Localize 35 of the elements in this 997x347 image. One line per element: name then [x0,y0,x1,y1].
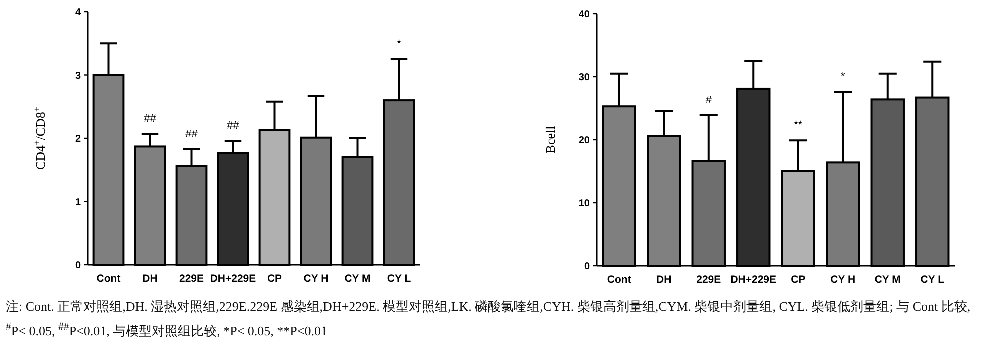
y-tick-label: 1 [75,197,82,208]
x-tick-label: CY H [830,274,856,286]
y-axis-title: Bcell [543,126,558,154]
y-tick-label: 20 [578,136,590,146]
x-tick-label: Cont [607,274,632,286]
x-tick-label: DH+229E [730,274,777,286]
y-tick-label: 0 [584,262,590,272]
y-tick-label: 40 [578,10,590,20]
x-tick-label: 229E [696,274,722,286]
text: 注: Cont. 正常对照组,DH. 湿热对照组,229E.229E 感染组,DH+229E. 模型对照组,LK. 磷酸氯喹组,CYH. 柴银高剂量组,CYM. 柴银中剂量组, CYL. 柴银低剂量组; 与 Cont 比较, $^{#}$P< 0.05, $^{##}$P<0.01, 与模型对照组比较, *P< 0.05, **P<0.01 [6,298,972,340]
x-tick-label: 229E [179,273,204,285]
annotation: ## [186,128,199,140]
y-tick-label: 3 [75,70,82,82]
annotation: ## [144,113,158,126]
x-tick-label: CP [267,273,282,285]
y-tick-label: 30 [578,72,590,84]
y-tick-label: 4 [75,8,82,18]
x-tick-label: CY L [920,274,946,286]
x-tick-label: CP [791,274,806,286]
x-tick-label: CY H [304,273,329,285]
y-tick-label: 0 [75,260,82,272]
annotation: # [706,94,713,106]
x-tick-label: DH+229E [210,273,256,285]
y-tick-label: 10 [578,198,590,210]
annotation: ** [794,120,804,132]
x-tick-label: CY L [387,273,412,285]
x-tick-label: CY M [344,273,372,285]
annotation: ## [227,120,240,132]
x-tick-label: DH [142,273,158,285]
y-tick-label: 2 [75,134,82,145]
annotation: * [840,71,846,84]
x-tick-label: Cont [96,273,122,285]
x-tick-label: CY M [874,274,902,286]
annotation: * [397,38,402,50]
x-tick-label: DH [656,274,672,286]
